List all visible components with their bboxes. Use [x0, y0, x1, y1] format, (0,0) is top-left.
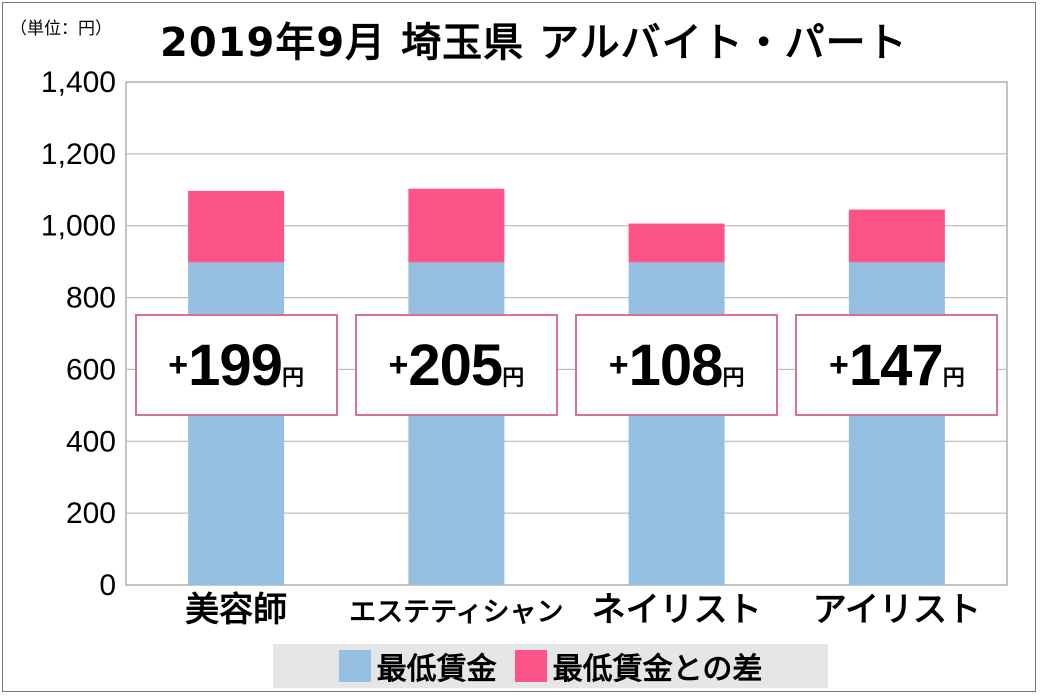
legend-label-difference: 最低賃金との差 — [552, 652, 763, 687]
annotation-box: +147 円 — [795, 314, 999, 416]
legend-swatch-min-wage — [338, 650, 371, 682]
y-tick-label: 0 — [99, 569, 116, 602]
annotation-box: +108 円 — [575, 314, 779, 416]
legend-item-difference: 最低賃金との差 — [514, 644, 763, 688]
annotation-unit: 円 — [722, 366, 745, 391]
category-label: 美容師 — [185, 590, 287, 630]
y-tick-label: 800 — [66, 282, 116, 315]
legend-label-min-wage: 最低賃金 — [376, 652, 497, 687]
y-tick-label: 1,000 — [41, 210, 116, 243]
bar-min-wage — [188, 262, 285, 585]
bar-difference — [188, 190, 285, 263]
y-tick-label: 1,400 — [41, 66, 116, 99]
annotation-value: 199 — [188, 332, 283, 398]
y-tick-label: 1,200 — [41, 138, 116, 171]
annotation-unit: 円 — [942, 366, 965, 391]
category-label: アイリスト — [813, 590, 981, 630]
annotation-unit: 円 — [281, 366, 304, 391]
annotation-value: 108 — [628, 332, 724, 398]
annotation-value: 147 — [848, 332, 944, 398]
annotation-plus: + — [608, 345, 629, 384]
category-label: ネイリスト — [592, 590, 762, 630]
category-labels: 美容師 エステティシャン ネイリスト アイリスト — [185, 590, 981, 630]
annotation-unit: 円 — [502, 366, 525, 391]
legend-item-min-wage: 最低賃金 — [338, 644, 497, 688]
bar-min-wage — [408, 262, 505, 585]
category-label: エステティシャン — [349, 597, 563, 628]
y-tick-label: 200 — [66, 497, 116, 530]
y-tick-label: 600 — [66, 353, 116, 386]
legend-swatch-difference — [514, 650, 547, 682]
y-tick-labels: 0 200 400 600 800 1,000 1,200 1,400 — [41, 66, 116, 602]
bar-min-wage — [628, 262, 725, 585]
bar-difference — [408, 188, 505, 263]
annotation-plus: + — [388, 345, 409, 384]
bar-min-wage — [848, 262, 945, 585]
legend: 最低賃金 最低賃金との差 — [273, 644, 828, 688]
bar-difference — [628, 223, 725, 263]
annotation-box: +199 円 — [134, 314, 338, 416]
y-tick-label: 400 — [66, 425, 116, 458]
annotation-plus: + — [829, 345, 849, 384]
bar-difference — [848, 209, 945, 263]
chart-title: 2019年9月 埼玉県 アルバイト・パート — [160, 20, 908, 66]
unit-label: （単位：円） — [10, 19, 112, 39]
annotation-plus: + — [168, 345, 189, 384]
annotation-value: 205 — [408, 332, 503, 398]
annotation-box: +205 円 — [354, 314, 558, 416]
